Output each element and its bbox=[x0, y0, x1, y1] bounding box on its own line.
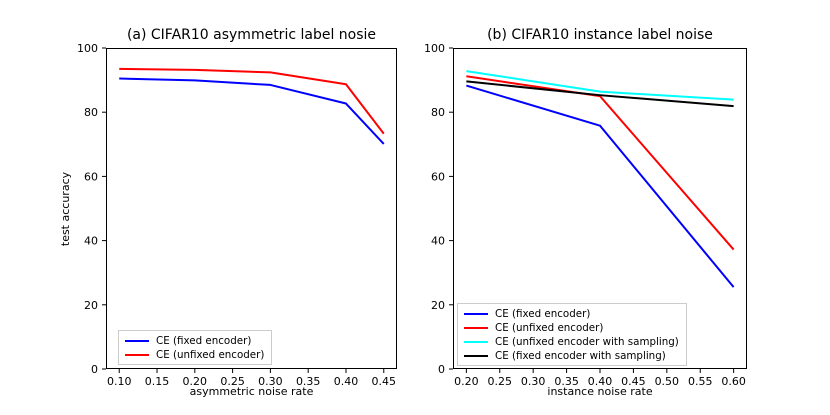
chart-a-legend: CE (fixed encoder) CE (unfixed encoder) bbox=[118, 330, 273, 365]
series-line bbox=[119, 67, 385, 135]
chart-b-xaxis-label: instance noise rate bbox=[547, 385, 653, 398]
y-tick-label: 0 bbox=[438, 363, 445, 376]
legend-label: CE (unfixed encoder with sampling) bbox=[495, 335, 679, 348]
legend-label: CE (fixed encoder) bbox=[495, 307, 591, 320]
series-line bbox=[466, 80, 734, 108]
x-tick-label: 0.30 bbox=[258, 375, 283, 388]
x-tick-label: 0.20 bbox=[454, 375, 479, 388]
x-tick-label: 0.25 bbox=[488, 375, 512, 388]
chart-a-yaxis-label: test accuracy bbox=[59, 171, 72, 246]
legend-label: CE (unfixed encoder) bbox=[156, 348, 265, 361]
chart-a-title: (a) CIFAR10 asymmetric label nosie bbox=[126, 27, 377, 43]
chart-b-plot-area: 0.20 0.25 0.30 0.35 0.40 0.45 0.50 0.55 0.60 0 20 4… bbox=[424, 42, 747, 388]
x-tick-label: 0.40 bbox=[588, 375, 613, 388]
series-line bbox=[466, 84, 735, 288]
legend-label: CE (unfixed encoder) bbox=[495, 321, 604, 334]
legend-line-sample bbox=[464, 312, 488, 315]
x-tick-label: 0.35 bbox=[554, 375, 579, 388]
x-tick-label: 0.40 bbox=[334, 375, 359, 388]
x-tick-label: 0.25 bbox=[220, 375, 245, 388]
y-tick-label: 20 bbox=[431, 299, 445, 312]
y-tick-label: 60 bbox=[84, 170, 98, 183]
y-tick-label: 40 bbox=[431, 235, 445, 248]
x-tick-label: 0.60 bbox=[721, 375, 746, 388]
chart-a-xaxis-label: asymmetric noise rate bbox=[189, 385, 314, 398]
legend-line-sample bbox=[125, 353, 149, 356]
x-tick-label: 0.15 bbox=[145, 375, 170, 388]
x-tick-label: 0.45 bbox=[372, 375, 397, 388]
y-tick-label: 100 bbox=[77, 42, 98, 55]
series-line bbox=[466, 70, 734, 101]
legend-label: CE (fixed encoder) bbox=[156, 334, 252, 347]
y-tick-label: 0 bbox=[91, 363, 98, 376]
legend-entry: CE (unfixed encoder) bbox=[464, 321, 679, 334]
x-tick-label: 0.55 bbox=[688, 375, 713, 388]
y-tick-label: 80 bbox=[431, 106, 445, 119]
x-tick-label: 0.50 bbox=[655, 375, 680, 388]
x-tick-label: 0.10 bbox=[107, 375, 132, 388]
x-tick-label: 0.35 bbox=[296, 375, 321, 388]
legend-label: CE (fixed encoder with sampling) bbox=[495, 349, 666, 362]
y-tick-label: 80 bbox=[84, 106, 98, 119]
legend-entry: CE (fixed encoder) bbox=[464, 307, 679, 320]
legend-line-sample bbox=[464, 326, 488, 329]
axes-spines bbox=[453, 48, 747, 369]
x-tick-label: 0.45 bbox=[621, 375, 646, 388]
legend-line-sample bbox=[464, 340, 488, 343]
y-tick-label: 40 bbox=[84, 235, 98, 248]
y-tick-label: 100 bbox=[424, 42, 445, 55]
chart-b-title: (b) CIFAR10 instance label noise bbox=[487, 27, 713, 43]
legend-entry: CE (fixed encoder) bbox=[125, 334, 264, 347]
legend-entry: CE (fixed encoder with sampling) bbox=[464, 349, 679, 362]
chart-b-legend: CE (fixed encoder) CE (unfixed encoder) CE… bbox=[457, 303, 687, 366]
legend-line-sample bbox=[125, 339, 149, 342]
y-tick-label: 20 bbox=[84, 299, 98, 312]
legend-entry: CE (unfixed encoder with sampling) bbox=[464, 335, 679, 348]
axes-spines bbox=[106, 48, 397, 369]
y-tick-label: 60 bbox=[431, 170, 445, 183]
x-tick-label: 0.20 bbox=[183, 375, 208, 388]
legend-entry: CE (unfixed encoder) bbox=[125, 348, 264, 361]
chart-a-plot-area: 0.10 0.15 0.20 0.25 0.30 0.35 0.40 0.45 0 20 40 60 8… bbox=[77, 42, 397, 388]
series-line bbox=[119, 77, 385, 145]
legend-line-sample bbox=[464, 354, 488, 357]
x-tick-label: 0.30 bbox=[521, 375, 546, 388]
